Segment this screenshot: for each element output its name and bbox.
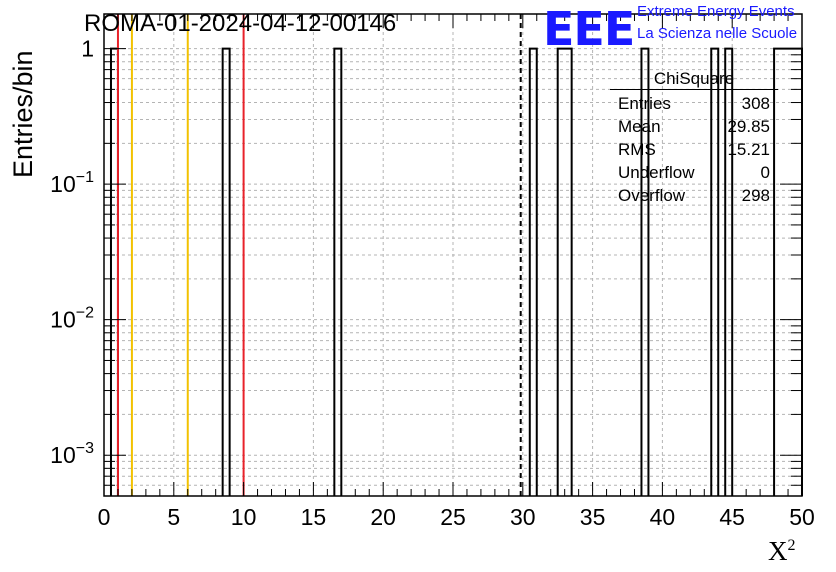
x-tick-label: 15	[301, 504, 327, 530]
stats-label: Entries	[618, 94, 671, 113]
y-tick-label-base: 10	[50, 171, 76, 197]
x-axis-label-base: X	[768, 536, 788, 566]
stats-value: 308	[741, 94, 770, 113]
histogram-bin	[640, 47, 650, 496]
x-tick-label: 25	[440, 504, 466, 530]
y-tick-label: 10−3	[50, 440, 94, 468]
histogram-bin	[528, 47, 538, 496]
stats-row-underflow: Underflow 0	[610, 161, 778, 184]
histogram-bin	[556, 47, 573, 496]
histogram-bin	[773, 47, 803, 496]
stats-row-entries: Entries 308	[610, 92, 778, 115]
stats-value: 298	[741, 186, 770, 205]
x-tick-label: 20	[370, 504, 396, 530]
y-tick-label: 1	[81, 36, 94, 62]
stats-value: 0	[760, 163, 770, 182]
x-tick-label: 5	[167, 504, 180, 530]
y-tick-label-base: 10	[50, 442, 76, 468]
histogram-bin	[333, 47, 343, 496]
stats-title: ChiSquare	[653, 69, 735, 88]
y-tick-label-exp: −1	[76, 169, 94, 186]
x-axis-label: X2	[768, 536, 796, 567]
histogram-bin	[109, 47, 119, 496]
x-tick-label: 30	[510, 504, 536, 530]
eee-logo: EEE	[543, 2, 635, 56]
logo-line-1: Extreme Energy Events	[637, 3, 795, 20]
logo-line-2: La Scienza nelle Scuole	[637, 25, 798, 42]
x-tick-label: 35	[580, 504, 606, 530]
x-tick-label: 0	[98, 504, 111, 530]
stats-label: RMS	[618, 140, 656, 159]
x-tick-label: 10	[231, 504, 257, 530]
x-axis-label-exp: 2	[787, 537, 796, 554]
stats-value: 15.21	[727, 140, 770, 159]
y-tick-label-base: 10	[50, 307, 76, 333]
stats-separator	[610, 89, 778, 90]
stats-row-overflow: Overflow 298	[610, 184, 778, 207]
x-tick-label: 50	[789, 504, 815, 530]
y-tick-label-exp: −3	[76, 440, 94, 457]
stats-box: ChiSquare Entries 308 Mean 29.85 RMS 15.…	[610, 69, 778, 207]
histogram-bin	[724, 47, 734, 496]
histogram-bin	[710, 47, 720, 496]
y-tick-label: 10−2	[50, 305, 94, 333]
y-axis-label: Entries/bin	[8, 50, 38, 178]
chart-title: ROMA-01-2024-04-12-00146	[84, 10, 397, 37]
stats-label: Underflow	[618, 163, 695, 182]
x-tick-label: 40	[650, 504, 676, 530]
stats-label: Mean	[618, 117, 661, 136]
histogram-bin	[221, 47, 231, 496]
y-tick-label: 10−1	[50, 169, 94, 197]
x-tick-label: 45	[719, 504, 745, 530]
stats-row-rms: RMS 15.21	[610, 138, 778, 161]
stats-row-mean: Mean 29.85	[610, 115, 778, 138]
stats-value: 29.85	[727, 117, 770, 136]
y-tick-label-exp: −2	[76, 305, 94, 322]
stats-label: Overflow	[618, 186, 686, 205]
